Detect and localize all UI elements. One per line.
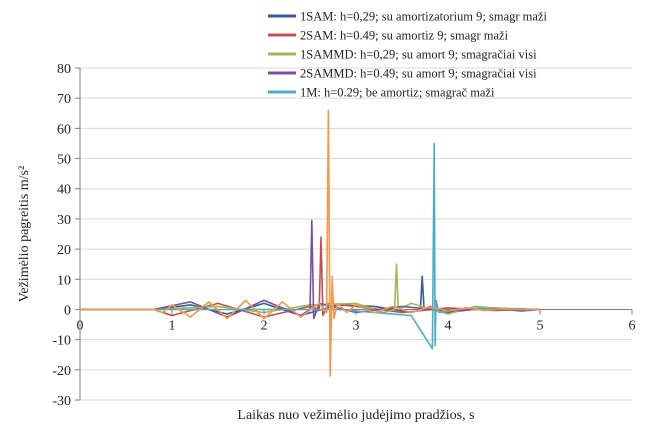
y-tick-label-2: -10 [52,334,71,349]
y-tick-label-4: 10 [57,273,71,288]
legend-label-1: 2SAM: h=0.49; su amortiz 9; smagr maži [300,29,509,43]
y-tick-label-1: -20 [52,364,71,379]
series-line-4 [80,142,540,350]
series-lines [80,109,541,377]
axes [79,68,632,400]
y-tick-label-7: 40 [57,183,71,198]
y-tick-label-0: -30 [52,394,71,409]
y-tick-label-9: 60 [57,122,71,137]
x-axis-title: Laikas nuo vežimėlio judėjimo pradžios, … [237,408,474,423]
legend-label-3: 2SAMMD: h=0.49; su amort 9; smagračiai v… [300,67,537,81]
legend-item-0: 1SAM: h=0,29; su amortizatorium 9; smagr… [268,10,547,24]
y-axis-title: Vežimėlio pagreitis m/s² [17,166,32,302]
y-tick-label-8: 50 [57,153,71,168]
tick-labels: 0 1 2 3 4 5 6 -30 -20 -10 0 10 20 30 40 50 60 70 80 [52,62,635,409]
gridlines [80,67,632,401]
x-tick-label-4: 4 [445,318,452,333]
y-tick-label-6: 30 [57,213,71,228]
x-tick-label-5: 5 [537,318,544,333]
legend-item-4: 1M: h=0.29; be amortiz; smagrač maži [268,86,495,100]
x-tick-label-1: 1 [169,318,176,333]
y-tick-label-5: 20 [57,243,71,258]
legend-item-3: 2SAMMD: h=0.49; su amort 9; smagračiai v… [268,67,537,81]
legend-label-4: 1M: h=0.29; be amortiz; smagrač maži [300,86,495,100]
series-line-5 [80,109,540,377]
x-tick-label-3: 3 [353,318,360,333]
x-tick-label-6: 6 [629,318,636,333]
series-line-2 [80,263,541,315]
legend-item-2: 1SAMMD: h=0,29; su amort 9; smagračiai v… [268,48,537,62]
y-tick-label-11: 80 [57,62,71,77]
y-tick-label-3: 0 [64,303,71,318]
x-tick-label-0: 0 [77,318,84,333]
legend-label-2: 1SAMMD: h=0,29; su amort 9; smagračiai v… [300,48,537,62]
legend-item-1: 2SAM: h=0.49; su amortiz 9; smagr maži [268,29,509,43]
legend-label-0: 1SAM: h=0,29; su amortizatorium 9; smagr… [300,10,547,24]
y-tick-label-10: 70 [57,92,71,107]
series-line-3 [80,219,541,320]
legend: 1SAM: h=0,29; su amortizatorium 9; smagr… [268,10,547,100]
x-tick-label-2: 2 [261,318,268,333]
